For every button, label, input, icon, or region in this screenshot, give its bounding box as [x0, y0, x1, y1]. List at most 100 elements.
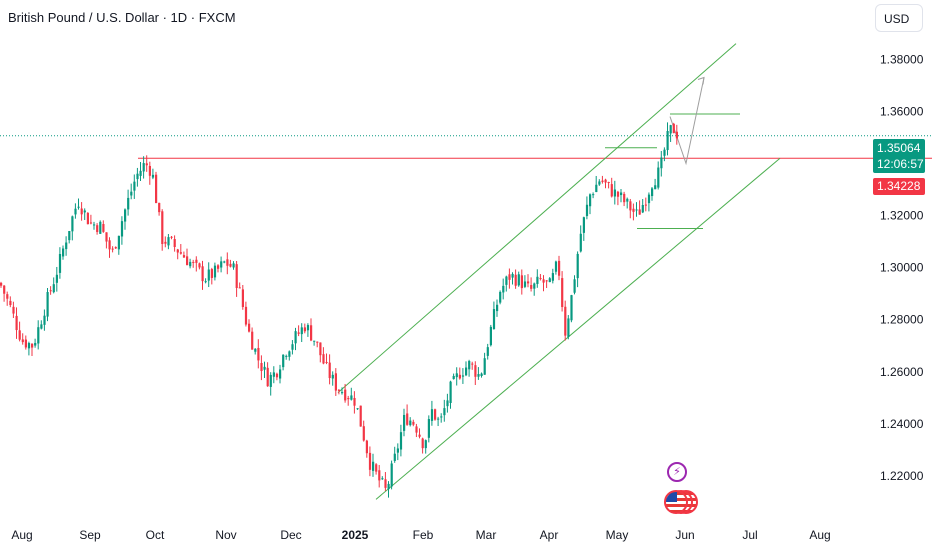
- candle-body: [145, 163, 148, 166]
- candle-body: [393, 453, 396, 461]
- candle-body: [396, 448, 399, 453]
- candle-body: [418, 434, 421, 437]
- time-axis: Aug Sep Oct Nov Dec 2025 Feb Mar Apr May Jun Jul Aug: [11, 528, 830, 542]
- channel-upper-line[interactable]: [337, 43, 737, 393]
- candle-body: [40, 324, 43, 329]
- candle-body: [83, 210, 86, 213]
- candle-body: [554, 261, 558, 272]
- candle-body: [223, 261, 226, 263]
- time-tick-label: Feb: [413, 528, 434, 542]
- candle-body: [381, 478, 384, 480]
- flash-icon[interactable]: ⚡: [667, 462, 687, 482]
- candle-body: [86, 212, 89, 225]
- candle-body: [604, 179, 607, 183]
- candle-body: [598, 181, 601, 185]
- candle-body: [241, 289, 244, 307]
- candle-body: [62, 248, 65, 257]
- candle-body: [635, 209, 638, 211]
- candle-body: [257, 347, 260, 361]
- candle-body: [567, 318, 570, 337]
- candle-body: [130, 191, 133, 196]
- candle-body: [213, 265, 217, 278]
- candle-body: [623, 193, 626, 203]
- candle-body: [201, 266, 204, 282]
- time-tick-label: Sep: [79, 528, 101, 542]
- candle-body: [341, 392, 344, 394]
- candle-body: [632, 208, 635, 212]
- candle-body: [108, 240, 111, 250]
- candle-body: [306, 325, 310, 331]
- candle-body: [511, 273, 514, 278]
- candle-body: [378, 470, 381, 481]
- current-price-tag: 1.35064 12:06:57: [873, 139, 925, 173]
- candle-body: [344, 389, 347, 401]
- price-axis: 1.380001.360001.340001.320001.300001.280…: [880, 52, 924, 483]
- candle-body: [55, 274, 58, 283]
- candle-body: [644, 204, 647, 206]
- candle-body: [527, 281, 530, 284]
- time-tick-label: Aug: [809, 528, 830, 542]
- candle-body: [89, 222, 93, 224]
- candle-body: [58, 253, 62, 273]
- candle-body: [65, 242, 68, 250]
- candle-body: [548, 278, 551, 283]
- candle-body: [15, 315, 18, 331]
- candle-body: [43, 315, 46, 325]
- candle-body: [93, 224, 96, 226]
- candle-body: [523, 281, 527, 287]
- candle-body: [545, 280, 548, 282]
- candle-body: [170, 236, 173, 238]
- bar-countdown: 12:06:57: [877, 157, 924, 171]
- candle-body: [350, 395, 353, 400]
- candle-body: [468, 361, 471, 370]
- candle-body: [480, 373, 483, 377]
- candle-body: [297, 332, 300, 334]
- candle-body: [406, 413, 409, 425]
- candle-body: [158, 202, 161, 213]
- candle-body: [27, 343, 31, 349]
- candle-body: [207, 269, 210, 281]
- price-tick-label: 1.32000: [880, 209, 924, 223]
- candle-body: [310, 325, 313, 341]
- candle-body: [415, 426, 418, 433]
- candle-body: [294, 331, 297, 344]
- candle-body: [452, 375, 455, 380]
- candle-body: [244, 306, 248, 325]
- candle-body: [505, 276, 508, 285]
- candle-body: [461, 375, 465, 377]
- time-tick-label: Nov: [215, 528, 236, 542]
- candle-body: [9, 300, 12, 306]
- candle-body: [446, 400, 449, 407]
- price-tick-label: 1.38000: [880, 52, 924, 66]
- candle-body: [334, 373, 337, 391]
- candle-body: [356, 408, 359, 410]
- candle-body: [585, 204, 589, 217]
- time-tick-label: Dec: [280, 528, 301, 542]
- projection-arrowhead: [697, 76, 705, 85]
- candle-body: [542, 279, 545, 283]
- candle-body: [443, 408, 446, 416]
- candle-body: [229, 263, 232, 267]
- candle-body: [641, 205, 644, 213]
- candle-body: [539, 278, 542, 280]
- candle-body: [291, 344, 294, 350]
- candle-body: [0, 282, 3, 286]
- candle-body: [77, 206, 80, 208]
- channel-lower-line[interactable]: [375, 157, 781, 500]
- candle-body: [80, 208, 83, 215]
- candle-body: [322, 354, 325, 364]
- currency-button[interactable]: USD: [875, 4, 923, 32]
- projection-path[interactable]: [669, 77, 705, 166]
- candle-body: [384, 479, 387, 488]
- candle-body: [471, 363, 474, 365]
- time-tick-label: Oct: [146, 528, 165, 542]
- candle-body: [359, 405, 362, 427]
- candle-body: [316, 341, 319, 343]
- candle-body: [607, 182, 610, 184]
- candle-body: [613, 189, 616, 197]
- us-flag-icon[interactable]: [664, 490, 698, 516]
- candle-body: [533, 283, 536, 289]
- candle-body: [372, 461, 375, 471]
- candle-body: [176, 249, 179, 253]
